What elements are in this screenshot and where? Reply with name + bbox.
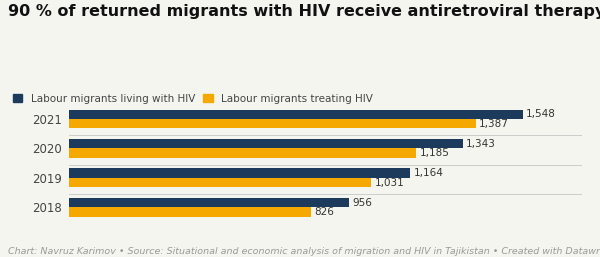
Bar <box>69 198 349 207</box>
Text: 1,164: 1,164 <box>414 168 443 178</box>
Bar <box>69 207 311 217</box>
Text: 956: 956 <box>353 198 373 208</box>
Bar <box>69 139 463 149</box>
Text: 1,387: 1,387 <box>479 119 509 129</box>
Bar <box>69 178 371 187</box>
Text: 90 % of returned migrants with HIV receive antiretroviral therapy: 90 % of returned migrants with HIV recei… <box>8 4 600 19</box>
Text: 1,343: 1,343 <box>466 139 496 149</box>
Text: 1,548: 1,548 <box>526 109 556 119</box>
Bar <box>69 169 410 178</box>
Bar <box>69 109 523 119</box>
Legend: Labour migrants living with HIV, Labour migrants treating HIV: Labour migrants living with HIV, Labour … <box>13 94 373 104</box>
Bar <box>69 119 476 128</box>
Text: 1,031: 1,031 <box>375 178 404 188</box>
Text: 1,185: 1,185 <box>420 148 450 158</box>
Text: 826: 826 <box>314 207 335 217</box>
Bar <box>69 149 416 158</box>
Text: Chart: Navruz Karimov • Source: Situational and economic analysis of migration a: Chart: Navruz Karimov • Source: Situatio… <box>8 247 600 256</box>
